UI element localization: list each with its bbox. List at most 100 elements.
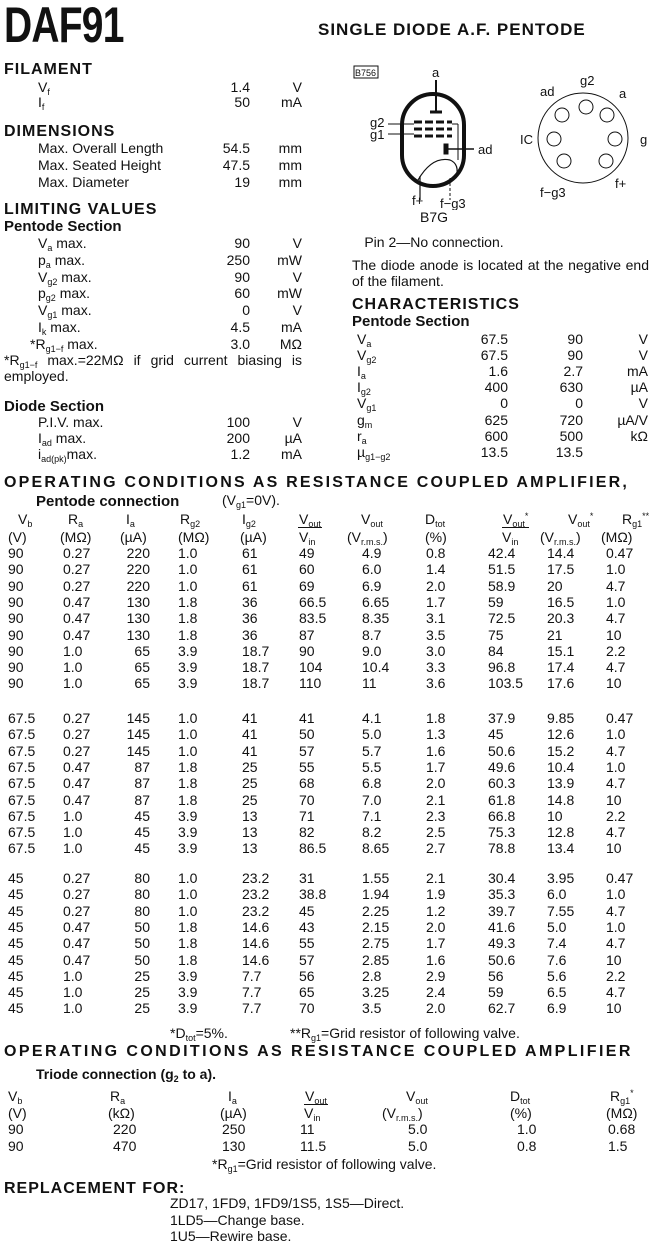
column-header: Ia xyxy=(126,511,135,529)
tube-diagram: B756 a g2 g1 ad f+ f−g3 g2 ad a IC g f−g… xyxy=(353,65,647,210)
limit-unit: V xyxy=(292,268,302,285)
table-cell: 25 xyxy=(242,791,258,808)
table-row: 90 0.27 220 1.0 61 60 6.0 1.4 51.5 17.5 1.0 xyxy=(0,561,654,577)
column-header-denominator: Vin xyxy=(299,529,315,547)
table-cell: 65 xyxy=(134,675,150,692)
table-cell: 1.8 xyxy=(178,918,198,935)
triode-footnote-prefix: *R xyxy=(212,1156,228,1172)
table-cell: 61 xyxy=(242,561,258,578)
table-cell: 3.95 xyxy=(547,870,575,886)
limit-value: 0 xyxy=(242,302,250,319)
limit-param-sub: a xyxy=(47,243,53,253)
triode-table-subtitle-prefix: Triode connection (g xyxy=(36,1066,174,1082)
characteristics-section: Pentode Section xyxy=(352,313,470,330)
column-header-sub: g2 xyxy=(245,519,256,529)
column-header-unit-unit_end: ) xyxy=(576,529,581,545)
table-cell: 0.27 xyxy=(63,577,91,594)
replacement-line: ZD17, 1FD9, 1FD9/1S5, 1S5—Direct. xyxy=(170,1195,405,1211)
table-cell: 1.4 xyxy=(426,561,446,578)
table-cell: 220 xyxy=(113,1121,137,1137)
table-cell: 23.2 xyxy=(242,902,270,919)
column-header-sup: * xyxy=(589,511,594,521)
table-cell: 2.2 xyxy=(606,807,626,824)
char-param-sub: g1 xyxy=(366,403,377,414)
table-cell: 1.8 xyxy=(178,791,198,808)
socket-pinout-icon xyxy=(537,92,629,184)
table-cell: 90 xyxy=(8,659,24,676)
table-cell: 4.7 xyxy=(606,742,626,759)
triode-footnote: *Rg1=Grid resistor of following valve. xyxy=(212,1156,436,1174)
limit-param-text: max. xyxy=(57,302,92,319)
table-row: 45 0.27 80 1.0 23.2 31 1.55 2.1 30.4 3.95 0.47 xyxy=(0,870,654,886)
diode-unit: V xyxy=(292,414,302,430)
table-cell: 55 xyxy=(299,935,315,952)
table-cell: 1.0 xyxy=(606,561,626,578)
char-value-2: 90 xyxy=(567,347,583,364)
char-param: Ia xyxy=(357,363,366,381)
table-cell: 13 xyxy=(242,840,258,857)
table-cell: 1.0 xyxy=(517,1121,537,1137)
table-row: 90 1.0 65 3.9 18.7 104 10.4 3.3 96.8 17.4 4.7 xyxy=(0,659,654,675)
triode-header-unit: (%) xyxy=(510,1105,532,1121)
table-cell: 45 xyxy=(299,902,315,919)
table-cell: 90 xyxy=(8,1121,24,1137)
table-cell: 10.4 xyxy=(362,659,390,676)
table-cell: 14.6 xyxy=(242,935,270,952)
triode-footnote-sub: g1 xyxy=(227,1164,238,1174)
table-cell: 61.8 xyxy=(488,791,516,808)
pentode-footnote-dtot-sub: tot xyxy=(185,1033,196,1043)
table-cell: 3.0 xyxy=(426,642,446,659)
table-cell: 4.7 xyxy=(606,775,626,792)
table-cell: 7.55 xyxy=(547,902,575,919)
table-cell: 25 xyxy=(134,1000,150,1017)
table-cell: 220 xyxy=(126,545,150,561)
tube-symbol-icon xyxy=(353,65,474,200)
table-cell: 130 xyxy=(222,1138,246,1154)
char-param-sub: g2 xyxy=(360,387,371,398)
triode-header-unit: (Vr.m.s.) xyxy=(382,1105,423,1123)
table-cell: 50.6 xyxy=(488,742,516,759)
limiting-values-heading: LIMITING VALUES xyxy=(4,201,158,218)
table-cell: 4.7 xyxy=(606,824,626,841)
table-cell: 15.1 xyxy=(547,642,575,659)
pentode-table-condition: (Vg1=0V). xyxy=(222,492,280,510)
table-cell: 1.8 xyxy=(178,610,198,627)
table-cell: 90 xyxy=(8,545,24,561)
triode-column-header-sym: V xyxy=(406,1088,416,1104)
char-unit: kΩ xyxy=(630,427,648,444)
char-param: gm xyxy=(357,412,372,430)
char-value-1: 625 xyxy=(484,411,508,428)
limit-param-sub: g1−f xyxy=(45,343,64,354)
char-param-sub: g2 xyxy=(366,355,377,366)
column-header-sub: g1 xyxy=(632,519,643,529)
table-cell: 0.47 xyxy=(63,610,91,627)
dimension-value: 19 xyxy=(234,174,250,190)
table-cell: 67.5 xyxy=(8,742,36,759)
limit-param: Ik max. xyxy=(38,319,81,337)
limit-value: 90 xyxy=(234,235,250,251)
limit-param-sym: I xyxy=(38,319,42,335)
triode-column-header-sym: V xyxy=(305,1088,315,1104)
table-cell: 6.65 xyxy=(362,593,390,610)
pentode-table-condition-sym: (V xyxy=(222,492,236,508)
replacement-line: 1LD5—Change base. xyxy=(170,1211,305,1228)
socket-label-top-left: ad xyxy=(540,84,554,99)
table-row: 67.5 0.47 87 1.8 25 55 5.5 1.7 49.6 10.4 1.0 xyxy=(0,759,654,775)
table-cell: 60.3 xyxy=(488,775,516,792)
table-cell: 3.9 xyxy=(178,675,198,692)
table-cell: 41.6 xyxy=(488,918,516,935)
triode-column-header: Ia xyxy=(228,1088,237,1106)
column-header-sym: R xyxy=(622,511,633,527)
table-cell: 17.4 xyxy=(547,659,575,676)
table-cell: 45 xyxy=(488,726,504,743)
table-cell: 1.0 xyxy=(178,902,198,919)
table-cell: 60 xyxy=(299,561,315,578)
column-header-denominator-den_sym: V xyxy=(299,529,309,545)
table-cell: 145 xyxy=(126,710,150,726)
column-header-unit-unit_sub: r.m.s. xyxy=(361,537,383,547)
triode-column-header: Ra xyxy=(110,1088,125,1106)
table-cell: 1.0 xyxy=(63,984,83,1001)
char-value-2: 2.7 xyxy=(563,363,583,380)
table-cell: 5.5 xyxy=(362,758,382,775)
table-cell: 31 xyxy=(299,870,315,886)
